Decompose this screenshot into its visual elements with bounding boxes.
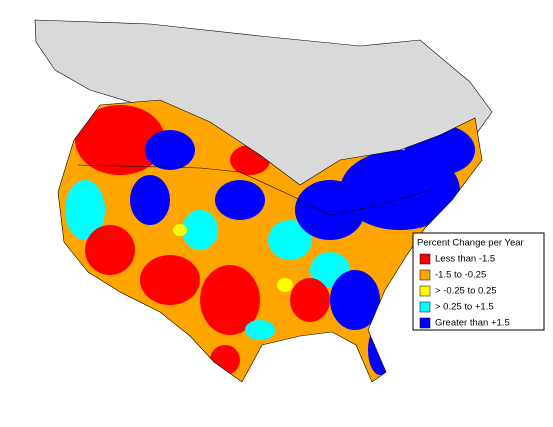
trend-area bbox=[290, 278, 330, 322]
legend-title: Percent Change per Year bbox=[417, 238, 524, 249]
legend-label: > 0.25 to +1.5 bbox=[435, 302, 494, 313]
legend-box bbox=[412, 232, 545, 331]
legend-swatch bbox=[419, 269, 431, 281]
legend-swatch bbox=[419, 253, 431, 265]
trend-area bbox=[268, 220, 312, 260]
national-border bbox=[77, 164, 431, 216]
trend-area bbox=[277, 278, 293, 292]
land-outline bbox=[57, 99, 483, 383]
legend-swatch bbox=[419, 285, 431, 297]
trend-area bbox=[145, 130, 195, 170]
trend-area bbox=[75, 105, 165, 175]
trend-area bbox=[245, 320, 275, 340]
trend-area bbox=[330, 270, 380, 330]
legend-label: Less than -1.5 bbox=[435, 254, 495, 265]
trend-area bbox=[215, 180, 265, 220]
legend: Percent Change per Year Less than -1.5 -1… bbox=[412, 232, 545, 331]
trend-area bbox=[65, 180, 105, 240]
legend-label: -1.5 to -0.25 bbox=[435, 270, 486, 281]
legend-swatch bbox=[419, 317, 431, 329]
legend-label: > -0.25 to 0.25 bbox=[435, 286, 497, 297]
trend-area bbox=[173, 224, 187, 236]
legend-swatch bbox=[419, 301, 431, 313]
legend-label: Greater than +1.5 bbox=[435, 318, 510, 329]
trend-area bbox=[140, 255, 200, 305]
trend-area bbox=[130, 175, 170, 225]
trend-area bbox=[85, 225, 135, 275]
trend-area bbox=[200, 265, 260, 335]
trend-area bbox=[210, 345, 240, 375]
trend-area bbox=[182, 210, 218, 250]
trend-area bbox=[368, 325, 392, 375]
